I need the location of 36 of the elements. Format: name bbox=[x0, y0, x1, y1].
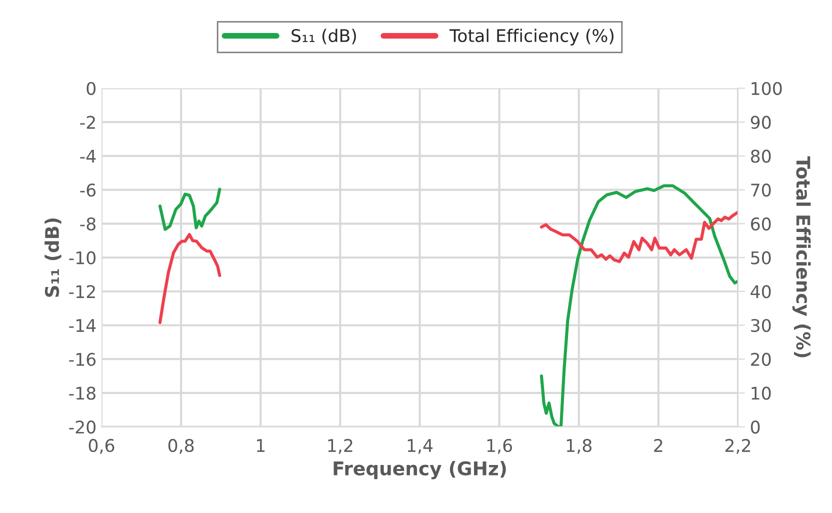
x-tick-label: 1,2 bbox=[328, 438, 352, 454]
legend-label: S₁₁ (dB) bbox=[292, 28, 356, 44]
y2-tick-label: 0 bbox=[750, 420, 760, 434]
y-tick-label: -6 bbox=[80, 184, 96, 197]
y-tick-label: 0 bbox=[86, 82, 96, 96]
y-tick-label: -8 bbox=[80, 217, 96, 231]
y2-tick-label: 50 bbox=[751, 251, 771, 264]
x-tick-label: 0,8 bbox=[168, 438, 194, 454]
x-tick-label: 2,2 bbox=[725, 438, 750, 454]
y-tick-label: -10 bbox=[69, 251, 96, 264]
y2-tick-label: 10 bbox=[752, 386, 771, 400]
y2-tick-label: 90 bbox=[750, 116, 771, 129]
y2-tick-label: 20 bbox=[751, 352, 771, 366]
legend-label: Total Efficiency (%) bbox=[449, 28, 614, 46]
x-tick-label: 1,8 bbox=[566, 438, 592, 454]
y2-tick-label: 60 bbox=[751, 217, 771, 231]
y-tick-label: -16 bbox=[69, 352, 96, 366]
x-tick-label: 2 bbox=[654, 438, 662, 452]
y2-tick-label: 40 bbox=[750, 285, 771, 298]
y-tick-label: -2 bbox=[80, 116, 95, 129]
y2-tick-label: 30 bbox=[751, 318, 771, 332]
x-tick-label: 1,4 bbox=[408, 439, 433, 454]
x-tick-label: 1 bbox=[257, 439, 265, 452]
y2-axis-title: Total Efficiency (%) bbox=[792, 156, 811, 358]
y-tick-label: -4 bbox=[80, 150, 96, 163]
y2-tick-label: 70 bbox=[751, 184, 771, 197]
y-tick-label: -18 bbox=[69, 386, 96, 400]
x-axis-title: Frequency (GHz) bbox=[334, 460, 506, 480]
y-tick-label: -20 bbox=[69, 420, 96, 434]
y-tick-label: -14 bbox=[69, 319, 96, 332]
y-axis-title: S₁₁ (dB) bbox=[44, 218, 62, 297]
y-tick-label: -12 bbox=[69, 285, 95, 298]
y2-tick-label: 100 bbox=[752, 82, 782, 96]
x-tick-label: 1,6 bbox=[487, 438, 512, 454]
y2-tick-label: 80 bbox=[750, 150, 771, 163]
x-tick-label: 0,6 bbox=[88, 438, 114, 454]
